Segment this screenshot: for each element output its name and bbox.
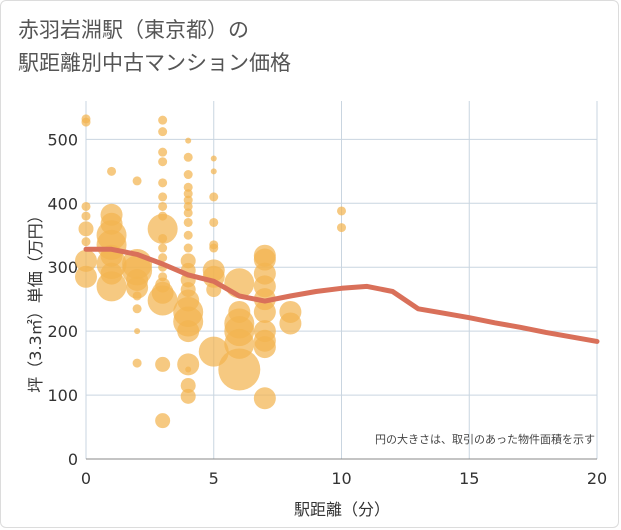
bubble xyxy=(134,328,141,335)
bubble xyxy=(177,320,200,343)
bubble xyxy=(180,388,196,404)
gridlines xyxy=(85,101,598,460)
bubble xyxy=(210,168,217,175)
y-tick-label: 400 xyxy=(47,194,78,213)
bubble xyxy=(81,117,91,127)
average-price-line xyxy=(83,246,600,344)
bubble xyxy=(158,127,168,137)
x-tick-label: 20 xyxy=(587,469,607,488)
bubble xyxy=(158,201,168,211)
bubble xyxy=(155,356,171,372)
chart-title: 赤羽岩淵駅（東京都）の 駅距離別中古マンション価格 xyxy=(18,18,291,75)
bubble xyxy=(132,291,142,301)
bubble xyxy=(218,348,261,391)
bubble xyxy=(81,201,91,211)
bubble xyxy=(183,217,193,227)
bubble xyxy=(209,192,219,202)
bubble xyxy=(180,377,196,393)
bubble xyxy=(183,243,193,253)
bubble xyxy=(337,223,346,233)
y-tick-label: 200 xyxy=(47,322,78,341)
bubble xyxy=(279,312,302,335)
bubble xyxy=(132,176,142,186)
bubble xyxy=(158,192,168,202)
y-tick-label: 100 xyxy=(47,386,78,405)
bubble xyxy=(209,243,219,253)
x-tick-label: 5 xyxy=(209,469,219,488)
bubble xyxy=(75,249,97,272)
bubble xyxy=(209,217,219,227)
bubble xyxy=(158,147,168,157)
bubble xyxy=(183,201,193,211)
bubble xyxy=(78,221,94,237)
bubble xyxy=(183,170,193,180)
bubble xyxy=(183,208,193,218)
bubble xyxy=(337,206,346,216)
bubble xyxy=(107,166,117,176)
bubble xyxy=(183,195,193,205)
bubble xyxy=(253,300,276,323)
bubble xyxy=(158,233,168,243)
bubble xyxy=(177,353,200,376)
bubble xyxy=(147,213,178,244)
bubble xyxy=(158,243,168,253)
y-axis-label: 坪（3.3㎡）単価（万円） xyxy=(26,207,45,393)
bubble xyxy=(210,155,217,162)
bubble xyxy=(132,304,142,314)
y-tick-label: 300 xyxy=(47,258,78,277)
bubble xyxy=(147,285,178,316)
x-tick-label: 0 xyxy=(81,469,91,488)
bubble xyxy=(253,387,276,410)
bubble xyxy=(81,211,91,221)
bubble xyxy=(132,358,142,368)
bubble xyxy=(158,178,168,188)
bubble xyxy=(126,276,149,299)
bubble-size-note: 円の大きさは、取引のあった物件面積を示す xyxy=(375,433,595,446)
x-tick-label: 10 xyxy=(331,469,351,488)
bubble xyxy=(81,237,91,247)
bubble xyxy=(253,336,276,359)
bubble xyxy=(96,271,127,302)
y-tick-label: 500 xyxy=(47,130,78,149)
bubble xyxy=(183,230,193,240)
y-tick-label: 0 xyxy=(68,450,78,469)
bubble xyxy=(75,265,97,288)
bubble xyxy=(183,189,193,199)
x-axis-label: 駅距離（分） xyxy=(293,500,391,519)
bubble xyxy=(158,157,168,167)
bubble xyxy=(158,253,168,263)
bubble xyxy=(185,366,192,373)
bubble xyxy=(183,152,193,162)
bubble xyxy=(155,413,171,429)
trend-lines xyxy=(83,246,600,344)
bubbles xyxy=(75,114,346,429)
bubble xyxy=(183,182,193,192)
x-tick-label: 15 xyxy=(459,469,479,488)
bubble xyxy=(158,115,168,125)
bubble xyxy=(185,137,192,144)
